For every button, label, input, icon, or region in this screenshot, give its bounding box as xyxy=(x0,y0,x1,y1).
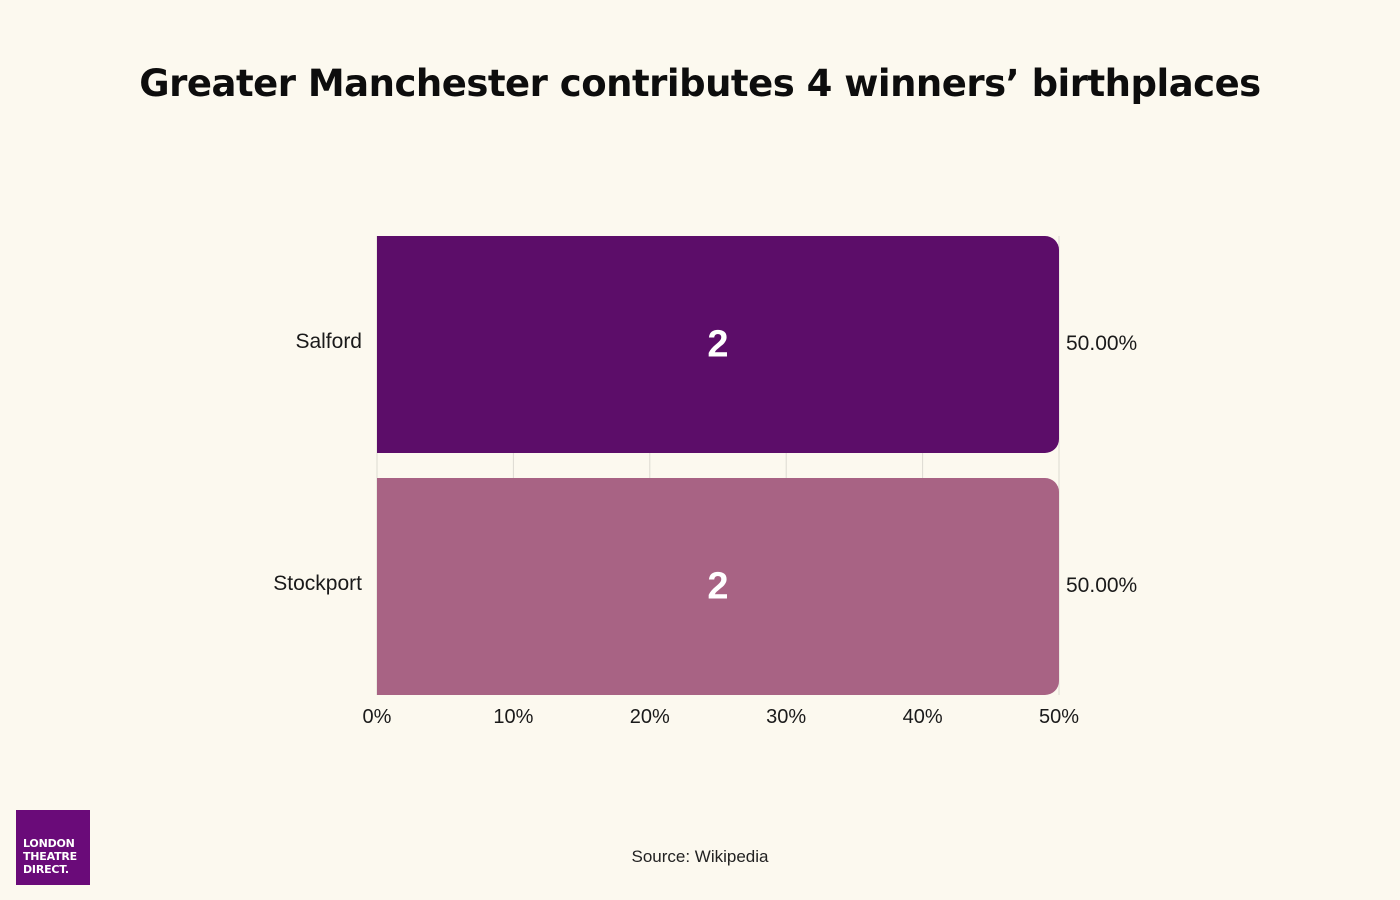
category-label: Salford xyxy=(295,330,362,353)
bar-salford xyxy=(377,236,1059,453)
x-tick-label: 10% xyxy=(493,706,533,728)
chart-title: Greater Manchester contributes 4 winners… xyxy=(139,62,1261,105)
x-tick-label: 40% xyxy=(903,706,943,728)
x-tick-label: 30% xyxy=(766,706,806,728)
bar-percent-label: 50.00% xyxy=(1066,332,1137,355)
logo-line-3: DIRECT. xyxy=(23,863,69,876)
brand-logo: LONDON THEATRE DIRECT. xyxy=(16,810,90,885)
bar-value-label: 2 xyxy=(707,324,728,366)
bar-stockport xyxy=(377,478,1059,695)
logo-line-2: THEATRE xyxy=(23,850,77,863)
source-note: Source: Wikipedia xyxy=(631,847,769,866)
x-tick-label: 50% xyxy=(1039,706,1079,728)
labels: 0% 10% 20% 30% 40% 50% Salford 2 50.00% Stockport… xyxy=(273,324,1137,728)
logo-line-1: LONDON xyxy=(23,837,75,850)
x-tick-label: 20% xyxy=(630,706,670,728)
bar-value-label: 2 xyxy=(707,566,728,608)
category-label: Stockport xyxy=(273,572,362,595)
bars xyxy=(377,236,1059,695)
x-tick-label: 0% xyxy=(363,706,392,728)
bar-percent-label: 50.00% xyxy=(1066,574,1137,597)
